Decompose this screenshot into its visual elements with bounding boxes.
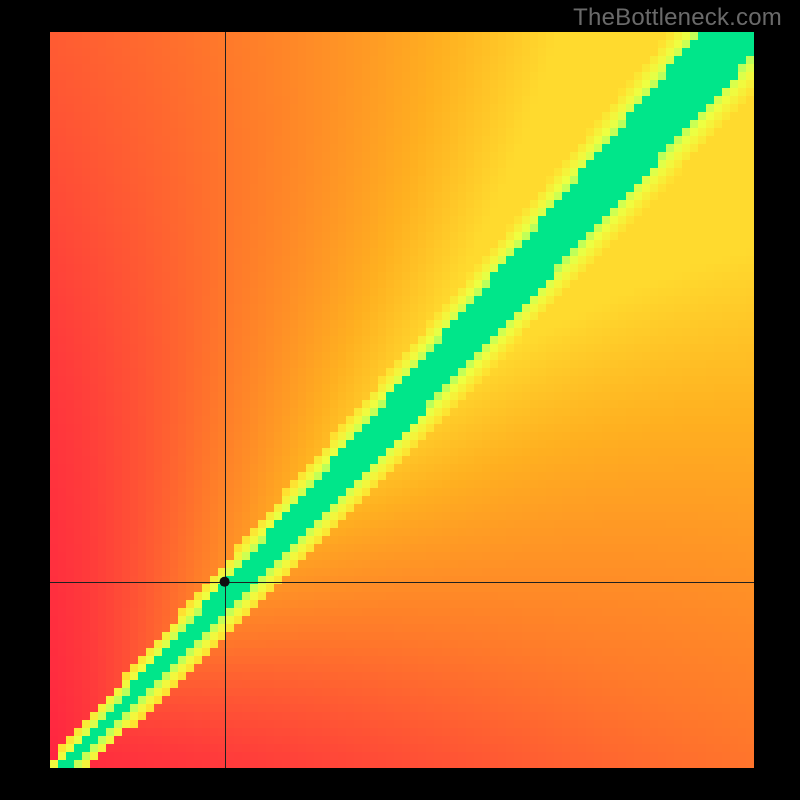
- watermark-text: TheBottleneck.com: [573, 4, 782, 32]
- heatmap-canvas: [0, 0, 800, 800]
- figure-container: TheBottleneck.com: [0, 0, 800, 800]
